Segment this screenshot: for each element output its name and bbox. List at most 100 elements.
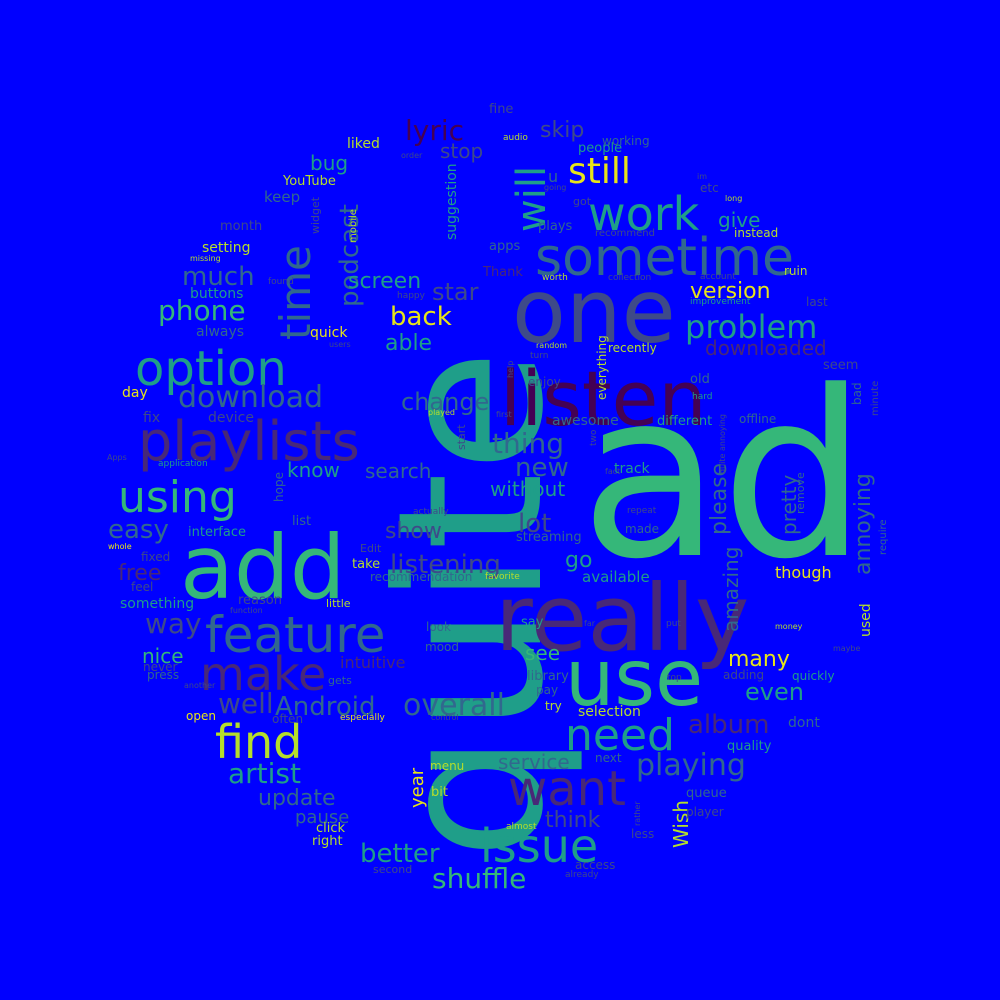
word-menu: menu bbox=[430, 759, 464, 773]
word-issue: issue bbox=[480, 819, 598, 873]
word-many: many bbox=[728, 647, 790, 672]
word-track: track bbox=[614, 461, 651, 477]
word-open: open bbox=[186, 709, 216, 723]
word-update: update bbox=[258, 786, 336, 811]
word-give: give bbox=[718, 208, 760, 232]
word-need: need bbox=[565, 710, 675, 761]
word-thank: Thank bbox=[482, 265, 523, 280]
word-list: list bbox=[292, 514, 311, 529]
word-often: often bbox=[272, 712, 303, 726]
word-thing: thing bbox=[492, 427, 564, 460]
word-offline: offline bbox=[739, 412, 776, 426]
word-feel: feel bbox=[131, 580, 153, 594]
word-setting: setting bbox=[202, 240, 251, 256]
word-add: add bbox=[180, 516, 346, 619]
word-maybe: maybe bbox=[833, 644, 861, 653]
word-player: player bbox=[686, 805, 724, 819]
word-stop: stop bbox=[440, 139, 483, 163]
word-pay: pay bbox=[536, 683, 558, 697]
word-another: another bbox=[184, 681, 216, 690]
word-collection: collection bbox=[608, 273, 651, 283]
word-buttons: buttons bbox=[190, 286, 243, 302]
word-quickly: quickly bbox=[792, 669, 835, 683]
word-less: less bbox=[631, 827, 654, 841]
word-ruin: ruin bbox=[784, 264, 807, 278]
word-much: much bbox=[182, 262, 255, 292]
word-different: different bbox=[657, 414, 712, 429]
word-android: Android bbox=[275, 692, 376, 722]
word-find: find bbox=[215, 715, 302, 769]
word-im: im bbox=[697, 172, 707, 181]
word-recommendation: recommendation bbox=[370, 570, 472, 584]
word-listen: listen bbox=[500, 354, 707, 443]
word-search: search bbox=[365, 459, 431, 483]
word-bit: bit bbox=[431, 785, 448, 800]
word-lot: lot bbox=[518, 509, 551, 539]
word-everything: everything bbox=[595, 335, 609, 400]
word-remove: remove bbox=[794, 472, 807, 514]
word-almost: almost bbox=[506, 822, 537, 832]
word-wish: Wish bbox=[669, 800, 693, 848]
word-old: old bbox=[690, 372, 710, 387]
word-fixed: fixed bbox=[141, 550, 170, 564]
word-change: change bbox=[401, 388, 489, 416]
word-far: far bbox=[584, 619, 596, 628]
word-year: year bbox=[407, 767, 428, 808]
word-found: found bbox=[268, 277, 294, 287]
word-bad: bad bbox=[850, 382, 864, 405]
word-improvement: improvement bbox=[690, 297, 751, 307]
word-service: service bbox=[498, 750, 570, 774]
word-album: album bbox=[688, 710, 769, 740]
word-listening: listening bbox=[390, 550, 501, 580]
word-going: going bbox=[544, 183, 566, 192]
word-function: function bbox=[230, 606, 263, 615]
word-please: please bbox=[707, 463, 732, 535]
word-take: take bbox=[352, 557, 380, 572]
word-turn: turn bbox=[530, 351, 548, 361]
word-problem: problem bbox=[685, 308, 817, 346]
word-put: put bbox=[666, 619, 681, 629]
word-second: second bbox=[373, 863, 412, 876]
word-bug: bug bbox=[310, 151, 348, 175]
word-especially: especially bbox=[340, 713, 385, 723]
word-download: download bbox=[178, 380, 323, 415]
word-nice: nice bbox=[142, 644, 184, 668]
word-worth: worth bbox=[542, 273, 568, 283]
word-think: think bbox=[545, 808, 601, 833]
word-keep: keep bbox=[264, 188, 300, 206]
word-two: two bbox=[589, 429, 599, 446]
word-hard: hard bbox=[692, 392, 712, 402]
word-u: u bbox=[548, 167, 558, 186]
word-work: work bbox=[588, 187, 700, 241]
word-enjoy: enjoy bbox=[528, 375, 561, 389]
word-got: got bbox=[573, 195, 592, 208]
word-phone: phone bbox=[158, 294, 246, 327]
word-hope: hope bbox=[272, 472, 286, 502]
word-long: long bbox=[725, 194, 742, 203]
word-device: device bbox=[208, 410, 254, 426]
word-control: control bbox=[431, 713, 459, 722]
word-will: will bbox=[509, 166, 555, 232]
word-new: new bbox=[515, 453, 569, 483]
word-option: option bbox=[135, 341, 287, 397]
word-quite-annoying: quite annoying bbox=[718, 414, 727, 474]
word-selection: selection bbox=[578, 704, 641, 720]
word-lyric: lyric bbox=[405, 114, 464, 147]
word-always: always bbox=[196, 324, 244, 340]
word-easy: easy bbox=[108, 515, 169, 545]
word-fact: fact bbox=[605, 467, 620, 476]
word-users: users bbox=[329, 340, 351, 349]
word-library: library bbox=[527, 669, 569, 684]
word-reason: reason bbox=[238, 593, 282, 608]
word-one: one bbox=[512, 260, 676, 363]
word-gets: gets bbox=[328, 674, 352, 687]
word-start: start bbox=[455, 424, 468, 450]
word-playlists: playlists bbox=[138, 410, 360, 473]
word-well: well bbox=[218, 687, 274, 720]
word-adding: adding bbox=[723, 668, 764, 682]
word-help: help bbox=[506, 361, 515, 378]
word-account: account bbox=[700, 272, 736, 282]
word-day: day bbox=[122, 385, 148, 401]
